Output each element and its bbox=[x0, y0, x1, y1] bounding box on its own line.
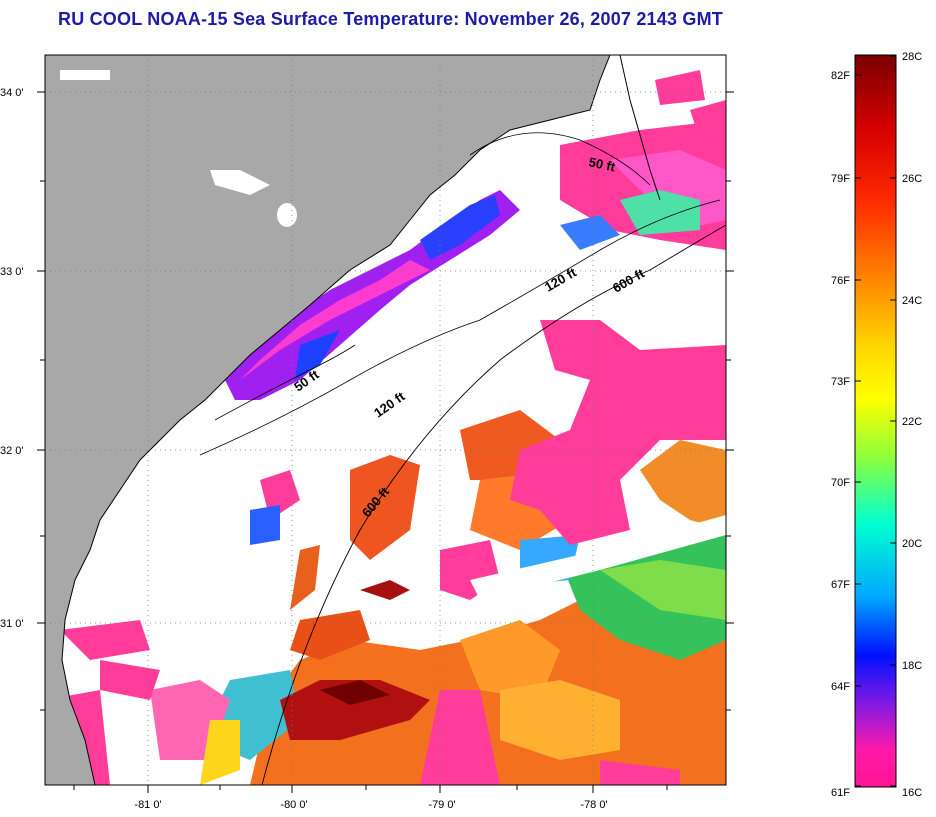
colorbar-label-f: 64F bbox=[831, 681, 850, 693]
colorbar-label-c: 26C bbox=[902, 173, 922, 185]
swath-gap bbox=[470, 515, 726, 600]
map-ticks bbox=[37, 91, 734, 793]
colorbar-label-c: 24C bbox=[902, 295, 922, 307]
colorbar-label-f: 79F bbox=[831, 173, 850, 185]
colorbar-ticks-f bbox=[855, 74, 861, 787]
lat-label: 34 0' bbox=[0, 87, 24, 99]
land-mass bbox=[45, 55, 610, 785]
lon-label: -78 0' bbox=[580, 799, 607, 811]
colorbar-label-f: 70F bbox=[831, 477, 850, 489]
lat-label: 32 0' bbox=[0, 445, 24, 457]
lon-label: -81 0' bbox=[134, 799, 161, 811]
colorbar-gradient bbox=[854, 54, 897, 788]
lon-label: -79 0' bbox=[428, 799, 455, 811]
lat-label: 33 0' bbox=[0, 266, 24, 278]
sst-map: 34 0' 33 0' 32 0' 31 0' -81 0' -80 0' -7… bbox=[0, 54, 734, 811]
lat-label: 31 0' bbox=[0, 618, 24, 630]
colorbar-label-f: 82F bbox=[831, 70, 850, 82]
colorbar-label-f: 67F bbox=[831, 579, 850, 591]
colorbar-label-c: 28C bbox=[902, 51, 922, 63]
colorbar-label-c: 18C bbox=[902, 660, 922, 672]
lon-label: -80 0' bbox=[280, 799, 307, 811]
contour-50ft-south bbox=[214, 344, 356, 421]
contour-600ft bbox=[261, 224, 726, 785]
graticule bbox=[45, 55, 726, 785]
colorbar-label-f: 76F bbox=[831, 275, 850, 287]
map-frame bbox=[44, 54, 727, 786]
contour-120ft bbox=[199, 199, 721, 456]
cold-pink-field bbox=[45, 70, 726, 785]
map-title: RU COOL NOAA-15 Sea Surface Temperature:… bbox=[58, 9, 723, 29]
nearshore-cold-band bbox=[225, 190, 520, 400]
colorbar-label-f: 61F bbox=[831, 787, 850, 799]
colorbar-label-f: 73F bbox=[831, 376, 850, 388]
colorbar-label-c: 20C bbox=[902, 538, 922, 550]
contour-label-50ft-north: 50 ft bbox=[587, 154, 617, 174]
coastline bbox=[61, 55, 611, 785]
colorbar-label-c: 16C bbox=[902, 787, 922, 799]
contour-50ft-north bbox=[469, 132, 651, 186]
colorbar-label-c: 22C bbox=[902, 416, 922, 428]
colorbar-ticks-c bbox=[890, 55, 896, 787]
